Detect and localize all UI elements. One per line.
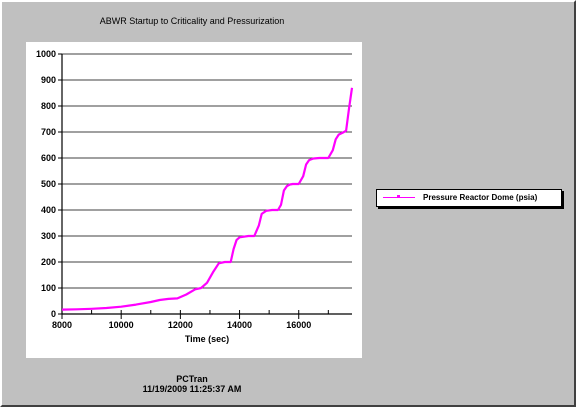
legend-marker <box>397 195 400 198</box>
legend-series-label: Pressure Reactor Dome (psia) <box>423 193 538 202</box>
footer-timestamp: 11/19/2009 11:25:37 AM <box>142 384 242 394</box>
y-tick-label: 0 <box>51 309 56 319</box>
y-tick-label: 800 <box>41 101 56 111</box>
y-tick-label: 600 <box>41 153 56 163</box>
chart-title: ABWR Startup to Criticality and Pressuri… <box>99 16 285 26</box>
x-axis-label: Time (sec) <box>185 334 229 344</box>
y-tick-label: 700 <box>41 127 56 137</box>
plot-panel: 0 100 200 300 400 500 600 700 800 900 1000 8000 1000… <box>26 42 362 358</box>
y-tick-label: 900 <box>41 75 56 85</box>
legend: Pressure Reactor Dome (psia) <box>376 189 562 207</box>
pressure-chart: 0 100 200 300 400 500 600 700 800 900 1000 8000 1000… <box>36 49 354 344</box>
x-tick-label: 10000 <box>109 320 134 330</box>
footer: PCTran 11/19/2009 11:25:37 AM <box>102 374 282 394</box>
y-tick-label: 500 <box>41 179 56 189</box>
y-tick-label: 400 <box>41 205 56 215</box>
x-tick-label: 16000 <box>286 320 311 330</box>
y-tick-label: 100 <box>41 283 56 293</box>
x-tick-label: 8000 <box>52 320 72 330</box>
x-tick-label: 12000 <box>168 320 193 330</box>
y-tick-label: 1000 <box>36 49 56 59</box>
footer-app-name: PCTran <box>176 374 208 384</box>
y-tick-label: 200 <box>41 257 56 267</box>
y-tick-label: 300 <box>41 231 56 241</box>
x-tick-label: 14000 <box>227 320 252 330</box>
series-line-pressure <box>61 87 354 311</box>
